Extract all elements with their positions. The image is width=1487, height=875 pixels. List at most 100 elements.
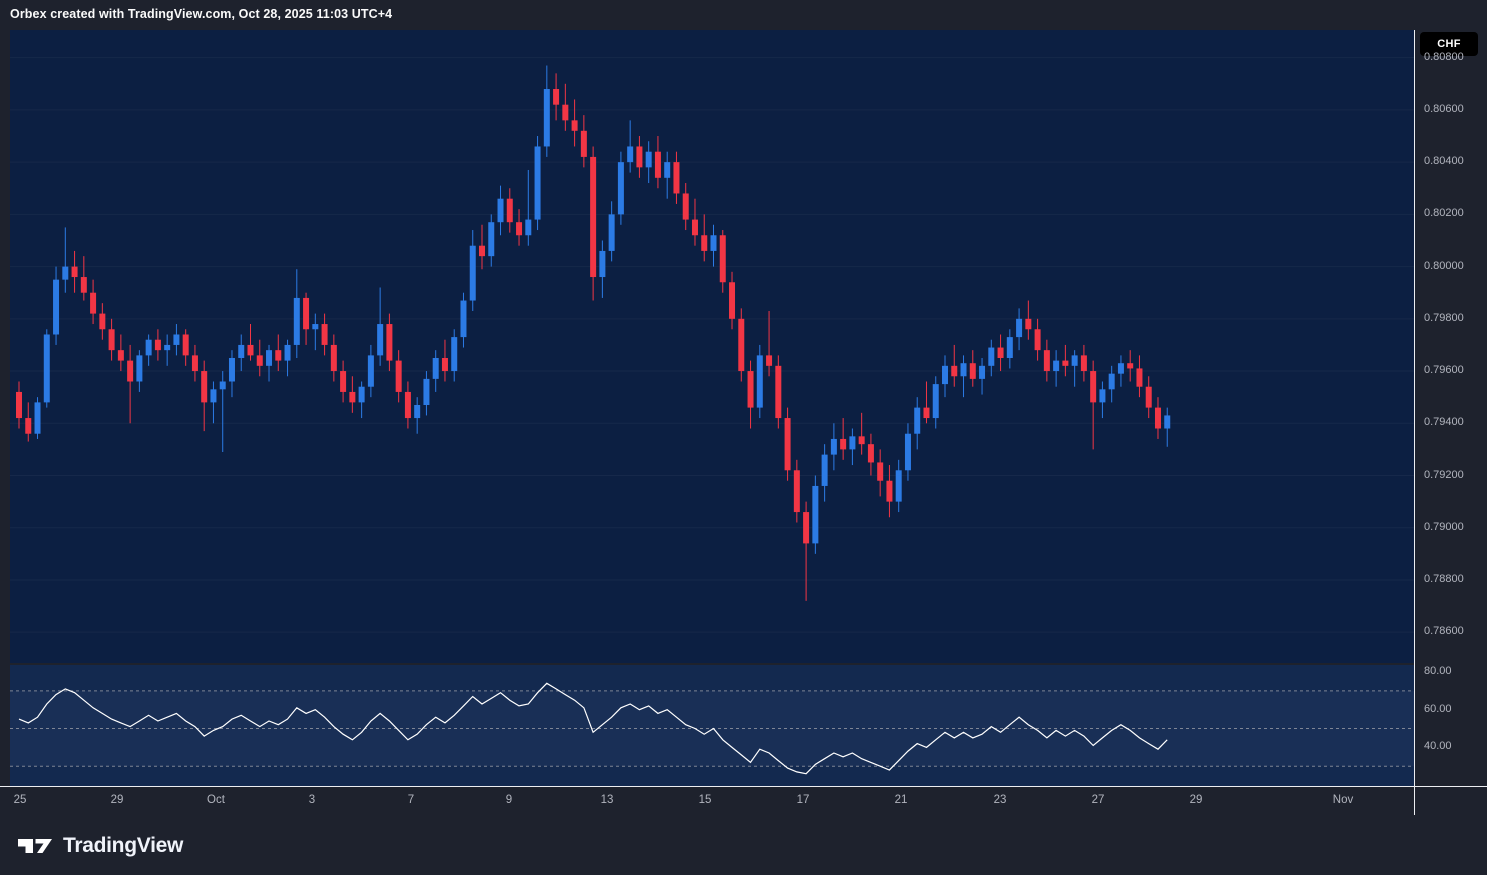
candle-body	[80, 277, 87, 293]
candle-body	[710, 235, 717, 251]
rsi-pane-canvas[interactable]	[10, 665, 1414, 786]
rsi-axis-label: 40.00	[1424, 740, 1452, 753]
price-axis-label: 0.79000	[1424, 520, 1464, 533]
candle-body	[812, 485, 819, 544]
time-axis-label: 15	[698, 794, 712, 806]
candle-body	[932, 384, 939, 419]
candle-body	[136, 355, 143, 382]
candle-body	[247, 344, 254, 356]
time-axis-label: 29	[110, 794, 124, 806]
time-axis[interactable]: 25 29 Oct 3 7 9 13 15 17 21 23 27 29 Nov	[0, 791, 1487, 815]
candle-body	[1043, 350, 1050, 372]
candle-body	[117, 350, 124, 361]
candle-body	[775, 365, 782, 419]
rsi-axis-label: 60.00	[1424, 702, 1452, 715]
candle-body	[1090, 371, 1097, 403]
candle-body	[849, 436, 856, 450]
candle-body	[840, 438, 847, 450]
candle-body	[330, 344, 337, 372]
candle-body	[553, 89, 560, 105]
candle-body	[145, 339, 152, 356]
candle-body	[803, 512, 810, 544]
candle-body	[1164, 415, 1171, 429]
candle-body	[1053, 360, 1060, 372]
time-axis-label: 21	[894, 794, 908, 806]
candle-body	[99, 313, 106, 330]
candle-body	[608, 214, 615, 251]
candle-body	[525, 219, 532, 236]
candle-body	[377, 324, 384, 356]
candle-body	[191, 355, 198, 372]
price-axis-label: 0.80200	[1424, 207, 1464, 220]
candle-body	[1108, 373, 1115, 390]
candle-body	[62, 266, 69, 280]
price-axis-label: 0.80800	[1424, 50, 1464, 63]
candle-body	[238, 344, 245, 358]
time-axis-label: 29	[1189, 794, 1203, 806]
candle-body	[793, 470, 800, 513]
time-axis-label: 27	[1091, 794, 1105, 806]
time-axis-label: 13	[600, 794, 614, 806]
candle-body	[1099, 389, 1106, 403]
currency-badge[interactable]: CHF	[1420, 32, 1478, 56]
price-axis-label: 0.79400	[1424, 416, 1464, 429]
candle-body	[617, 162, 624, 215]
candle-body	[1062, 360, 1069, 366]
candle-body	[942, 365, 948, 385]
candle-body	[830, 438, 837, 455]
candle-body	[210, 389, 217, 403]
candle-body	[747, 371, 754, 408]
tradingview-watermark[interactable]: TradingView	[18, 830, 183, 862]
price-axis[interactable]: CHF 0.80800 0.80600 0.80400 0.80200 0.80000 0…	[1415, 0, 1487, 875]
candle-body	[729, 282, 736, 319]
candle-body	[451, 337, 458, 372]
candle-body	[1034, 329, 1041, 351]
candle-body	[266, 350, 273, 366]
candle-body	[543, 89, 550, 147]
candle-body	[43, 334, 50, 403]
candle-body	[497, 198, 504, 223]
rsi-axis-label: 80.00	[1424, 664, 1452, 677]
time-axis-label: 25	[13, 794, 27, 806]
candle-body	[164, 344, 171, 351]
candle-body	[53, 279, 60, 335]
candle-body	[960, 363, 967, 377]
rsi-line	[18, 682, 1168, 775]
candle-body	[469, 245, 476, 301]
candle-body	[1136, 368, 1143, 387]
candle-body	[645, 151, 652, 168]
candle-body	[154, 339, 161, 351]
candle-body	[571, 120, 578, 131]
candle-body	[201, 371, 208, 403]
candle-body	[25, 418, 32, 434]
price-pane[interactable]	[10, 30, 1414, 663]
candle-body	[719, 235, 726, 283]
candle-body	[173, 334, 180, 345]
candle-body	[358, 386, 365, 403]
candle-body	[766, 355, 773, 366]
candle-body	[886, 480, 893, 502]
candle-body	[71, 266, 78, 278]
candle-body	[784, 418, 791, 471]
time-axis-label: 9	[505, 794, 513, 806]
candle-body	[580, 130, 587, 157]
candle-body	[404, 391, 411, 419]
rsi-pane[interactable]	[10, 665, 1414, 786]
candle-body	[895, 470, 902, 502]
time-axis-label: 3	[308, 794, 316, 806]
candle-body	[386, 324, 393, 361]
price-axis-label: 0.80000	[1424, 259, 1464, 272]
candle-body	[182, 334, 189, 356]
candle-body	[923, 407, 930, 419]
candle-body	[1080, 355, 1087, 372]
candle-body	[108, 329, 115, 351]
time-axis-label: Oct	[207, 794, 225, 806]
price-axis-label: 0.80400	[1424, 155, 1464, 168]
candle-body	[423, 378, 430, 405]
candle-body	[1071, 355, 1078, 366]
chart-attribution-title: Orbex created with TradingView.com, Oct …	[10, 7, 393, 21]
price-pane-canvas[interactable]	[10, 30, 1414, 663]
candle-body	[821, 454, 828, 486]
candle-body	[664, 162, 671, 178]
price-axis-label: 0.80600	[1424, 102, 1464, 115]
